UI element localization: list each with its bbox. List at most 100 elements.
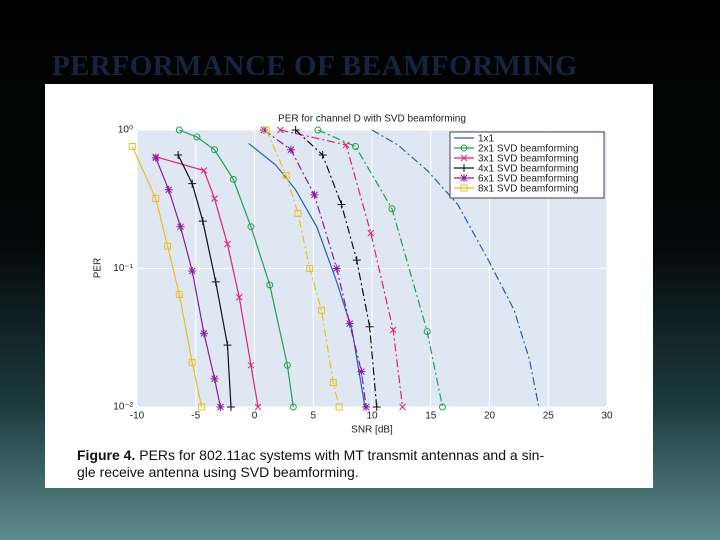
marker: [175, 290, 183, 298]
marker: [211, 146, 219, 154]
marker: [210, 374, 219, 383]
marker: [174, 150, 183, 159]
x-tick-label: -10: [130, 411, 145, 422]
marker: [282, 171, 290, 179]
slide-title: PERFORMANCE OF BEAMFORMING: [52, 50, 578, 82]
marker: [352, 256, 361, 265]
marker: [314, 126, 322, 134]
marker: [198, 403, 206, 411]
series-line: [280, 129, 404, 408]
marker: [306, 265, 314, 272]
legend-label: 2x1 SVD beamforming: [478, 144, 579, 155]
marker: [266, 281, 274, 289]
marker: [247, 361, 255, 369]
marker: [188, 266, 197, 275]
marker: [198, 217, 207, 226]
legend-label: 3x1 SVD beamforming: [478, 154, 579, 165]
y-tick-label: 10⁻¹: [113, 263, 133, 274]
marker: [352, 143, 360, 151]
marker: [229, 175, 237, 183]
x-tick-label: 10: [366, 411, 378, 422]
marker: [164, 185, 173, 194]
marker: [262, 126, 270, 134]
marker: [247, 223, 255, 231]
marker: [439, 403, 446, 411]
legend-marker: [460, 184, 468, 192]
series-line: [248, 142, 366, 408]
marker: [199, 329, 208, 338]
marker: [423, 328, 431, 336]
marker: [342, 141, 350, 149]
marker: [317, 306, 325, 314]
marker: [335, 403, 343, 411]
series-line: [317, 129, 444, 408]
marker: [227, 403, 235, 411]
legend-label: 8x1 SVD beamforming: [478, 184, 579, 195]
y-tick-label: 10⁻²: [113, 402, 133, 413]
marker: [337, 200, 346, 209]
marker: [175, 126, 183, 134]
y-axis-label: PER: [93, 258, 104, 279]
marker: [164, 242, 172, 250]
marker: [389, 326, 397, 334]
caption-text: PERs for 802.11ac systems with MT transm…: [139, 447, 545, 463]
marker: [365, 322, 374, 331]
series-line: [131, 146, 203, 408]
marker: [193, 133, 201, 141]
marker: [388, 205, 396, 213]
marker: [151, 153, 160, 162]
figure-label: Figure 4.: [77, 447, 136, 463]
marker: [128, 143, 136, 151]
marker: [329, 379, 337, 387]
caption-line: Figure 4. PERs for 802.11ac systems with…: [77, 447, 544, 463]
marker: [200, 167, 208, 174]
marker: [224, 240, 231, 248]
series-line: [371, 129, 540, 408]
legend-marker: [460, 154, 468, 162]
x-tick-label: 30: [601, 411, 613, 422]
marker: [345, 319, 354, 328]
series-line: [265, 129, 340, 408]
marker: [286, 145, 295, 154]
caption-line: gle receive antenna using SVD beamformin…: [77, 464, 359, 480]
x-tick-label: 25: [543, 411, 555, 422]
marker: [152, 195, 160, 203]
chart-title: PER for channel D with SVD beamforming: [278, 114, 466, 125]
marker: [211, 277, 220, 286]
series-line: [179, 129, 294, 408]
marker: [372, 403, 381, 411]
marker: [176, 222, 185, 231]
series-line: [177, 154, 232, 408]
chart: PER for channel D with SVD beamforming S…: [93, 114, 613, 436]
x-tick-label: -5: [191, 411, 200, 422]
x-tick-label: 0: [252, 411, 258, 422]
x-tick-label: 20: [484, 411, 496, 422]
marker: [399, 403, 406, 411]
figure-panel: PER for channel D with SVD beamforming S…: [45, 84, 653, 488]
marker: [367, 229, 375, 237]
x-tick-label: 5: [310, 411, 316, 422]
legend-label: 4x1 SVD beamforming: [478, 164, 579, 175]
marker: [362, 403, 371, 411]
x-tick-label: 15: [425, 411, 437, 422]
marker: [283, 361, 291, 369]
marker: [294, 209, 302, 217]
marker: [235, 293, 243, 301]
marker: [291, 126, 300, 134]
marker: [332, 264, 341, 273]
marker: [310, 190, 319, 199]
marker: [276, 126, 284, 134]
legend-marker: [460, 174, 468, 182]
legend-marker: [460, 164, 468, 172]
marker: [318, 150, 327, 159]
y-tick-label: 10⁰: [118, 125, 133, 136]
marker: [188, 358, 196, 366]
legend-marker: [460, 144, 468, 152]
legend-box: [449, 131, 605, 199]
legend-label: 1x1: [478, 134, 495, 145]
marker: [223, 341, 232, 350]
series-line: [295, 129, 378, 408]
marker: [254, 403, 262, 411]
marker: [259, 126, 268, 134]
